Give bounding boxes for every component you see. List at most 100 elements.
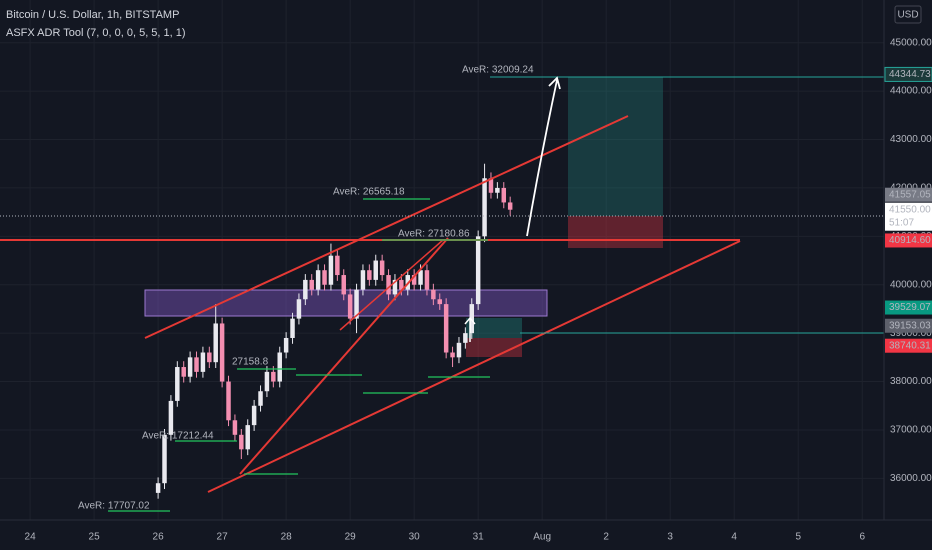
candle-body [469, 304, 475, 334]
supply-zone [144, 289, 548, 317]
candle-body [373, 260, 378, 280]
price-tag-label: 41557.05 [889, 189, 931, 200]
candle-body [335, 255, 340, 276]
y-tick-label: 36000.00 [890, 473, 932, 484]
x-tick-label: 28 [281, 532, 293, 543]
candle-body [232, 420, 238, 435]
x-tick-label: 31 [473, 532, 485, 543]
candle-body [507, 202, 513, 210]
candle-body [213, 323, 218, 363]
candle-body [488, 178, 494, 193]
x-tick-label: 29 [345, 532, 357, 543]
candle-body [482, 178, 487, 237]
candle-body [386, 275, 391, 295]
candle-body [290, 318, 295, 338]
candle-body [309, 279, 314, 290]
trend-line [239, 237, 449, 475]
price-tag [885, 300, 932, 315]
target-box-small [466, 318, 522, 338]
candle-body [283, 337, 289, 353]
candle-body [251, 405, 257, 426]
candle-body [219, 323, 225, 382]
candle-body [226, 381, 231, 421]
y-tick-label: 45000.00 [890, 37, 932, 48]
x-tick-label: 25 [89, 532, 101, 543]
candle-body [456, 342, 462, 358]
price-axis [884, 0, 932, 520]
price-tag [885, 202, 932, 231]
adr-label: AveR: 32009.24 [462, 65, 534, 76]
price-tag [885, 338, 932, 353]
candle-body [258, 391, 263, 406]
candle-body [175, 367, 180, 401]
candle-body [207, 352, 212, 363]
y-tick-label: 43000.00 [890, 134, 932, 145]
arrow [526, 76, 561, 237]
candle-body [271, 371, 276, 382]
price-tag-label: 40914.60 [889, 235, 931, 246]
indicator-label: ASFX ADR Tool (7, 0, 0, 0, 5, 5, 1, 1) [6, 27, 186, 39]
candle-body [296, 299, 302, 319]
adr-lines [108, 198, 490, 512]
stop-box-small [466, 338, 522, 357]
candle-body [354, 289, 359, 319]
candle-body [347, 294, 353, 319]
candle-body [181, 367, 186, 377]
price-tag [885, 233, 932, 248]
candle-body [367, 270, 372, 280]
x-tick-label: 2 [603, 532, 609, 543]
x-tick-label: 24 [25, 532, 37, 543]
candle-body [239, 434, 244, 450]
candle-body [379, 260, 385, 276]
candle-body [437, 299, 442, 305]
candle-body [264, 371, 270, 392]
candle-body [277, 352, 282, 382]
x-tick-label: 5 [795, 532, 801, 543]
x-tick-label: 3 [667, 532, 673, 543]
y-tick-label: 38000.00 [890, 376, 932, 387]
candle-body [168, 400, 174, 435]
candle-body [315, 270, 321, 290]
candle-body [155, 483, 161, 493]
currency[interactable]: USD [897, 10, 918, 21]
candle-body [418, 270, 423, 285]
candle-body [450, 352, 455, 358]
candle-body [392, 279, 398, 295]
adr-label: 27158.8 [232, 357, 269, 368]
price-tag-label: 39153.03 [889, 320, 931, 331]
y-tick-label: 39000.00 [890, 328, 932, 339]
candle-body [162, 434, 167, 484]
stop-box [568, 216, 663, 248]
trend-line [339, 239, 444, 331]
candle-body [495, 187, 500, 193]
price-tag [884, 66, 932, 82]
candle-body [431, 289, 436, 300]
candle-body [245, 425, 250, 450]
candle-body [424, 270, 430, 290]
x-tick-label: Aug [533, 532, 551, 543]
chart-title: Bitcoin / U.S. Dollar, 1h, BITSTAMP [6, 9, 179, 21]
candle-body [187, 357, 193, 377]
trend-line [144, 115, 629, 339]
candle-body [328, 255, 334, 285]
candle-body [200, 352, 206, 372]
currency-box[interactable] [894, 5, 922, 24]
adr-label: AveR: 17212.44 [142, 431, 214, 442]
price-tag-label: 41550.00 [889, 204, 931, 215]
adr-label: AveR: 17707.02 [78, 501, 150, 512]
price-tag-label: 39529.07 [889, 302, 931, 313]
candle-body [303, 279, 308, 300]
candle-body [463, 333, 468, 343]
x-tick-label: 6 [859, 532, 865, 543]
y-tick-label: 44000.00 [890, 86, 932, 97]
candle-body [501, 187, 507, 203]
adr-label: AveR: 26565.18 [333, 187, 405, 198]
trend-line [207, 240, 741, 493]
countdown: 51:07 [889, 217, 914, 228]
candle-body [322, 270, 327, 285]
price-tag [885, 318, 932, 333]
y-tick-label: 37000.00 [890, 425, 932, 436]
x-tick-label: 4 [731, 532, 737, 543]
